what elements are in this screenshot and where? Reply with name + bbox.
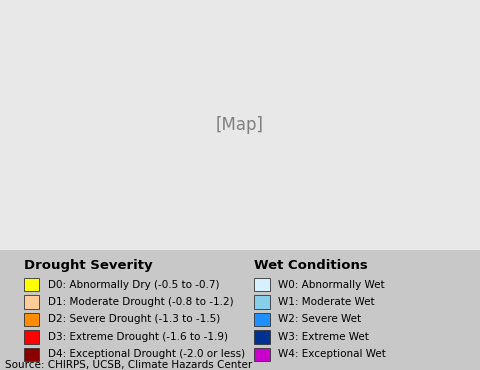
Text: [Map]: [Map] [216,116,264,134]
Bar [24,348,39,361]
Text: D4: Exceptional Drought (-2.0 or less): D4: Exceptional Drought (-2.0 or less) [48,349,245,359]
Text: Source: CHIRPS, UCSB, Climate Hazards Center: Source: CHIRPS, UCSB, Climate Hazards Ce… [5,360,252,370]
Text: W1: Moderate Wet: W1: Moderate Wet [278,297,375,307]
Text: W4: Exceptional Wet: W4: Exceptional Wet [278,349,386,359]
Text: W0: Abnormally Wet: W0: Abnormally Wet [278,280,385,290]
Text: Wet Conditions: Wet Conditions [254,259,368,272]
Text: Drought Severity: Drought Severity [24,259,153,272]
Bar [254,348,270,361]
Bar [254,278,270,291]
Text: D1: Moderate Drought (-0.8 to -1.2): D1: Moderate Drought (-0.8 to -1.2) [48,297,234,307]
Text: D2: Severe Drought (-1.3 to -1.5): D2: Severe Drought (-1.3 to -1.5) [48,314,220,324]
Bar [24,295,39,309]
Text: W3: Extreme Wet: W3: Extreme Wet [278,332,369,342]
Bar [254,295,270,309]
Bar [254,313,270,326]
Text: D0: Abnormally Dry (-0.5 to -0.7): D0: Abnormally Dry (-0.5 to -0.7) [48,280,219,290]
Bar [24,278,39,291]
Text: D3: Extreme Drought (-1.6 to -1.9): D3: Extreme Drought (-1.6 to -1.9) [48,332,228,342]
Bar [24,330,39,343]
Bar [254,330,270,343]
Bar [24,313,39,326]
Polygon shape [0,0,480,250]
Text: W2: Severe Wet: W2: Severe Wet [278,314,361,324]
